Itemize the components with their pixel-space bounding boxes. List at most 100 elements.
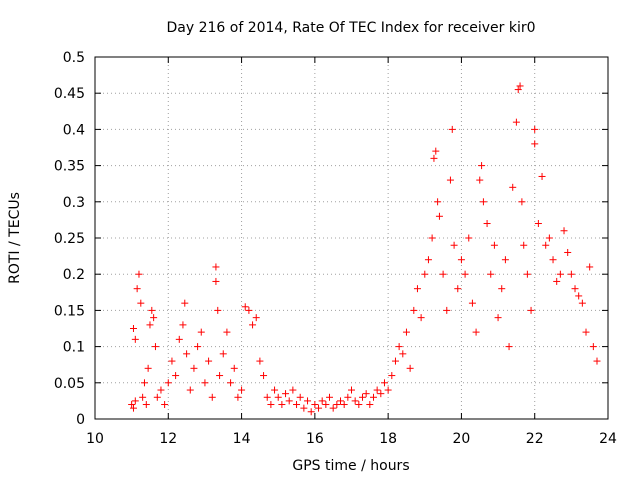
data-point — [256, 357, 264, 365]
data-point — [164, 379, 172, 387]
data-point — [454, 285, 462, 293]
data-point — [366, 401, 374, 409]
data-point — [326, 393, 334, 401]
chart-title: Day 216 of 2014, Rate Of TEC Index for r… — [166, 20, 535, 36]
data-point — [432, 147, 440, 155]
data-point — [439, 270, 447, 278]
data-point — [201, 379, 209, 387]
data-point — [377, 390, 385, 398]
data-point — [137, 299, 145, 307]
data-point — [285, 397, 293, 405]
data-point — [340, 401, 348, 409]
data-point — [311, 401, 319, 409]
data-point — [578, 299, 586, 307]
x-tick-label: 14 — [233, 431, 251, 447]
x-tick-label: 24 — [599, 431, 617, 447]
data-point — [443, 306, 451, 314]
data-point — [380, 379, 388, 387]
data-point — [476, 176, 484, 184]
data-point — [391, 357, 399, 365]
data-point — [161, 401, 169, 409]
data-point — [457, 256, 465, 264]
data-point — [531, 140, 539, 148]
data-point — [582, 328, 590, 336]
data-point — [304, 397, 312, 405]
data-point — [586, 263, 594, 271]
data-point — [252, 314, 260, 322]
data-point — [144, 364, 152, 372]
x-tick-label: 10 — [86, 431, 104, 447]
data-point — [534, 220, 542, 228]
data-point — [516, 82, 524, 90]
data-point — [227, 379, 235, 387]
data-point — [245, 306, 253, 314]
data-point — [322, 401, 330, 409]
data-point — [129, 325, 137, 332]
data-point — [333, 401, 341, 409]
data-point — [139, 393, 147, 401]
data-point — [514, 86, 522, 94]
data-point — [183, 350, 191, 358]
data-point — [399, 350, 407, 358]
x-tick-label: 20 — [453, 431, 471, 447]
y-tick-label: 0.1 — [63, 340, 85, 356]
data-point — [135, 270, 143, 278]
data-point — [241, 303, 249, 311]
data-point — [216, 372, 224, 380]
data-point — [230, 364, 238, 372]
data-point — [421, 270, 429, 278]
data-point — [172, 372, 180, 380]
data-point — [274, 393, 282, 401]
y-tick-label: 0.4 — [63, 122, 85, 138]
data-point — [157, 386, 165, 394]
data-point — [296, 393, 304, 401]
data-point — [487, 270, 495, 278]
data-point — [128, 401, 136, 409]
data-point — [520, 241, 528, 249]
y-tick-label: 0.2 — [63, 267, 85, 283]
grid-layer — [95, 57, 608, 419]
data-point — [553, 277, 561, 285]
data-point — [351, 397, 359, 405]
data-point — [289, 386, 297, 394]
data-point — [175, 335, 183, 343]
y-tick-label: 0 — [76, 412, 85, 428]
y-tick-label: 0.15 — [54, 303, 85, 319]
data-point — [205, 357, 213, 365]
data-point — [483, 220, 491, 228]
data-point — [571, 285, 579, 293]
data-point — [300, 404, 308, 412]
data-point — [131, 335, 139, 343]
data-point — [362, 390, 370, 398]
data-point — [337, 397, 345, 405]
data-point — [478, 162, 486, 170]
data-point — [509, 183, 517, 191]
data-point — [527, 306, 535, 314]
y-tick-label: 0.45 — [54, 86, 85, 102]
data-point — [315, 404, 323, 412]
data-point — [435, 212, 443, 220]
data-point — [434, 198, 442, 206]
data-point — [556, 270, 564, 278]
tick-layer: 10 12 14 16 18 20 22 24 0 0.05 0.1 0.15 0.2 0.25 0.3 0.… — [54, 50, 617, 447]
data-point — [307, 408, 315, 416]
data-point — [410, 306, 418, 314]
data-point — [153, 393, 161, 401]
data-point — [490, 241, 498, 249]
data-point — [402, 328, 410, 336]
data-point — [190, 364, 198, 372]
points-layer — [128, 82, 601, 416]
data-point — [448, 125, 456, 133]
data-point — [267, 401, 275, 409]
data-point — [461, 270, 469, 278]
data-point — [538, 172, 546, 180]
data-point — [413, 285, 421, 293]
data-point — [542, 241, 550, 249]
data-point — [249, 321, 257, 329]
data-point — [531, 125, 539, 133]
data-point — [197, 328, 205, 336]
data-point — [406, 364, 414, 372]
data-point — [428, 234, 436, 242]
y-tick-label: 0.35 — [54, 159, 85, 175]
